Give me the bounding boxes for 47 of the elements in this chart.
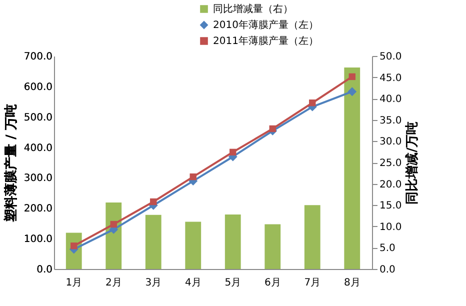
y2-tick-label: 25.0 [380,158,402,169]
y2-tick-label: 35.0 [380,115,402,126]
point [70,242,78,250]
point [230,148,236,156]
y-tick-label: 200.0 [24,204,52,215]
y2-tick-label: 15.0 [380,200,402,212]
y2-axis-title: 同比增减/万吨 [404,122,420,204]
point [269,125,276,132]
y-tick-label: 700.0 [24,52,52,62]
x-tick-label: 5月 [224,278,242,288]
bar [304,205,320,269]
point [190,173,196,180]
point [309,100,316,106]
bar [344,68,360,269]
bar [264,224,281,269]
y-axis-title: 塑料薄膜产量 / 万吨 [2,104,19,223]
y2-tick-label: 0.0 [380,264,396,276]
bar [145,214,162,269]
y2-tick-label: 5.0 [380,243,396,254]
x-tick-label: 8月 [344,278,360,288]
point [150,198,157,206]
y-tick-label: 400.0 [24,142,52,154]
y-tick-label: 300.0 [24,173,52,184]
x-tick-label: 1月 [66,278,82,288]
x-tick-label: 2月 [105,278,122,288]
y2-tick-label: 10.0 [380,222,402,233]
bar [185,222,202,269]
legend-label: 2011年薄膜产量（左） [213,35,318,47]
y-tick-label: 500.0 [24,112,52,124]
y2-tick-label: 30.0 [380,136,402,148]
y2-tick-label: 40.0 [380,94,402,106]
y2-tick-label: 45.0 [380,72,402,84]
y-tick-label: 0.0 [36,264,52,276]
y2-tick-label: 50.0 [380,52,402,62]
bar [224,214,241,269]
point [110,220,117,228]
legend-label: 同比增减量（右） [213,3,293,15]
y-tick-label: 100.0 [24,234,52,246]
legend-label: 2010年薄膜产量（左） [213,19,318,31]
point [348,73,356,80]
y-tick-label: 600.0 [24,82,52,93]
x-tick-label: 3月 [145,278,162,288]
y2-tick-label: 20.0 [380,179,402,190]
point [348,87,357,96]
x-tick-label: 6月 [264,278,281,288]
x-tick-label: 7月 [304,278,321,288]
x-tick-label: 4月 [184,278,202,288]
